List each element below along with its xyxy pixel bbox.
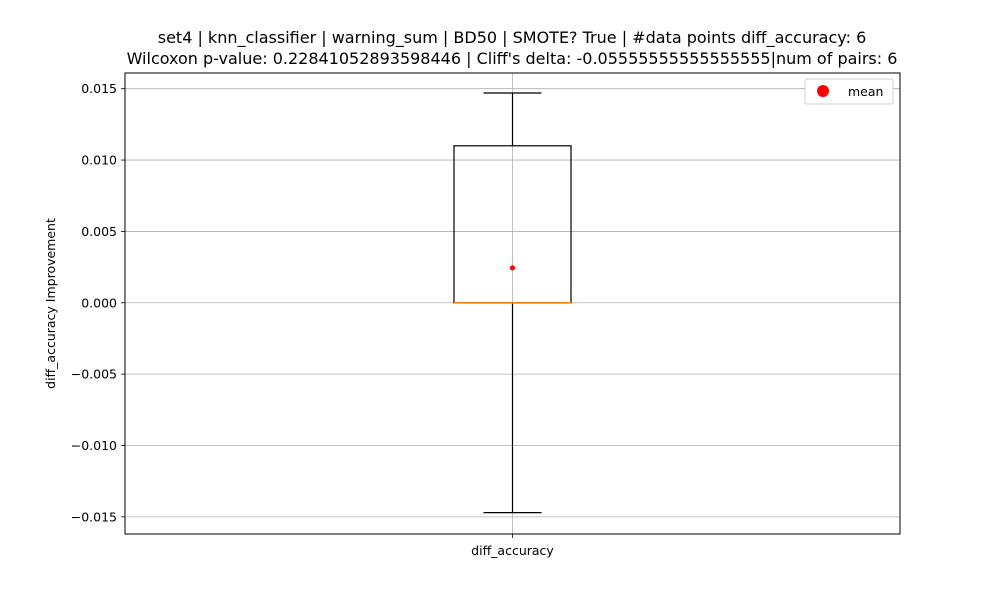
- y-tick-label: 0.000: [81, 295, 117, 310]
- x-tick-label: diff_accuracy: [471, 543, 554, 558]
- plot-area-frame: [124, 72, 901, 535]
- box-plot: [453, 92, 572, 514]
- chart-title-line2: Wilcoxon p-value: 0.22841052893598446 | …: [127, 49, 898, 68]
- y-tick-label: 0.010: [81, 153, 117, 168]
- x-axis-ticks: diff_accuracy: [471, 534, 554, 558]
- y-tick-label: −0.015: [71, 509, 117, 524]
- y-tick-label: 0.005: [81, 224, 117, 239]
- chart-title-line1: set4 | knn_classifier | warning_sum | BD…: [158, 28, 867, 48]
- mean-marker: [509, 265, 516, 271]
- legend-mean-label: mean: [848, 84, 883, 99]
- y-axis-label: diff_accuracy Improvement: [43, 218, 58, 389]
- legend-frame: [804, 78, 894, 105]
- y-tick-label: −0.005: [71, 367, 117, 382]
- y-tick-label: −0.010: [71, 438, 117, 453]
- y-axis-ticks: −0.015 −0.010 −0.005 0.000 0.005 0.010 0.015: [71, 81, 125, 524]
- legend-mean-marker: [817, 85, 829, 97]
- legend: mean: [804, 78, 894, 105]
- y-tick-label: 0.015: [81, 81, 117, 96]
